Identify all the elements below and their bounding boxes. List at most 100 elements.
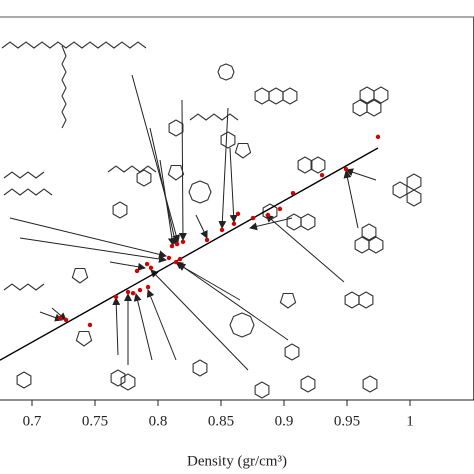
molecule-ring [362, 375, 378, 393]
plot-frame [0, 16, 474, 401]
molecule-drawings [1, 41, 422, 399]
data-point [250, 215, 256, 221]
data-point [177, 256, 183, 262]
molecule-ring [112, 201, 128, 219]
molecule-ring [373, 86, 389, 104]
molecule [189, 113, 239, 121]
arrow [112, 297, 121, 356]
data-point [375, 134, 381, 140]
molecule-ring [344, 291, 360, 309]
molecule-ring [279, 292, 297, 309]
molecule-ring [220, 131, 236, 149]
molecule [61, 45, 67, 129]
data-point [180, 239, 186, 245]
molecule-ring [286, 213, 302, 231]
data-point [319, 172, 325, 178]
arrow [175, 261, 289, 341]
molecule-ring [300, 375, 316, 393]
molecule-ring [361, 223, 377, 241]
data-point [219, 227, 225, 233]
molecule-ring [352, 99, 368, 117]
molecule-ring [358, 291, 374, 309]
x-tick-label: 0.95 [334, 413, 360, 429]
molecule-ring [406, 189, 422, 207]
data-point [235, 211, 241, 217]
data-point [137, 287, 143, 293]
data-point [174, 241, 180, 247]
data-point [204, 237, 210, 243]
data-point [145, 284, 151, 290]
molecule-ring [297, 156, 313, 174]
molecule-ring [392, 181, 408, 199]
arrow [150, 269, 249, 371]
data-point [63, 317, 69, 323]
molecule-ring [368, 236, 384, 254]
molecule-ring [406, 173, 422, 191]
data-point [343, 166, 349, 172]
arrow [195, 214, 208, 239]
arrow [265, 214, 345, 283]
molecule-ring [268, 87, 284, 105]
x-tick-label: 1 [406, 413, 414, 429]
molecule-ring [354, 236, 370, 254]
arrow [343, 170, 359, 229]
molecule-ring [359, 86, 375, 104]
molecule-ring [167, 164, 185, 181]
molecule-ring [254, 381, 270, 399]
data-point [130, 290, 136, 296]
arrow [51, 307, 67, 321]
x-tick-label: 0.9 [275, 413, 294, 429]
arrow [177, 263, 241, 301]
x-tick-label: 0.85 [208, 413, 234, 429]
arrow [19, 237, 167, 263]
data-point [57, 315, 63, 321]
arrow [109, 261, 146, 271]
data-point [166, 255, 172, 261]
data-point [125, 289, 131, 295]
data-point [87, 322, 93, 328]
arrow [146, 289, 177, 361]
molecule-ring [254, 87, 270, 105]
molecule-ring [136, 169, 152, 187]
data-point [173, 259, 179, 265]
data-point [169, 243, 175, 249]
molecule-ring [282, 87, 298, 105]
data-point [134, 268, 140, 274]
molecule-ring [262, 203, 278, 221]
arrow [249, 217, 293, 231]
molecule [1, 41, 147, 49]
x-tick-label: 0.8 [149, 413, 168, 429]
arrow [149, 127, 179, 246]
molecule-ring [110, 369, 126, 387]
data-point [277, 206, 283, 212]
x-tick-label: 0.75 [82, 413, 108, 429]
molecule-ring [71, 267, 89, 284]
molecule-ring [188, 180, 212, 204]
arrow [131, 74, 180, 243]
x-axis-label: Density (gr/cm³) [187, 453, 287, 469]
arrow [133, 293, 153, 361]
arrow [345, 168, 377, 181]
molecule [3, 171, 45, 179]
molecule-ring [168, 119, 184, 137]
molecule-ring [217, 63, 235, 81]
molecule-ring [366, 99, 382, 117]
molecule [3, 283, 45, 291]
molecule-ring [284, 343, 300, 361]
molecule-ring [75, 330, 93, 347]
molecule-ring [300, 213, 316, 231]
molecule-ring [16, 371, 32, 389]
molecule-ring [192, 359, 208, 377]
molecule-ring [229, 312, 255, 338]
molecule [107, 165, 157, 173]
fit-line [0, 147, 379, 361]
data-point [144, 261, 150, 267]
molecule-ring [234, 142, 252, 159]
arrow [159, 159, 176, 246]
arrow [229, 147, 238, 223]
arrow [9, 217, 167, 259]
data-point [148, 265, 154, 271]
data-point [265, 212, 271, 218]
molecule [3, 188, 53, 196]
